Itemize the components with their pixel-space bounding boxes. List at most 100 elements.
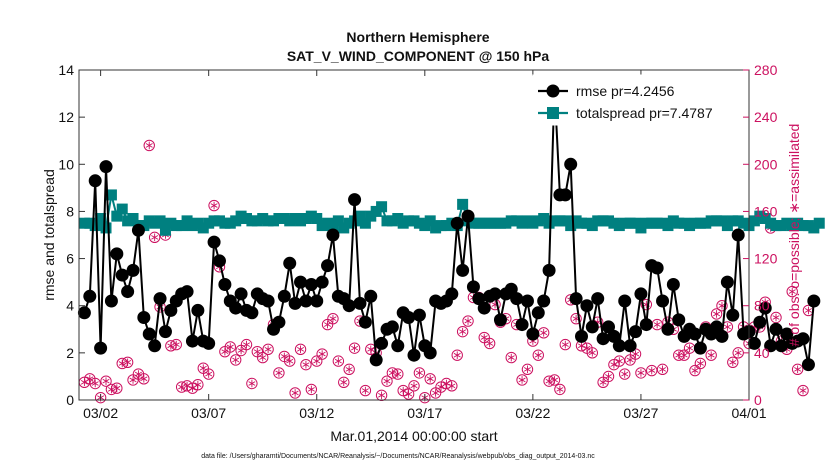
obs-assimilated-marker [734, 349, 742, 357]
obs-assimilated-marker [550, 376, 558, 384]
obs-possible-marker [332, 355, 345, 367]
rmse-point [456, 263, 470, 277]
rmse-point [472, 292, 486, 306]
obs-assimilated-marker [253, 347, 261, 356]
legend-rmse-label: rmse pr=4.2456 [576, 83, 675, 99]
obs-assimilated-marker [432, 389, 440, 397]
obs-possible-marker [289, 387, 301, 399]
obs-assimilated-marker [399, 386, 407, 395]
rmse-point [585, 320, 599, 334]
obs-possible-marker [797, 384, 809, 397]
obs-assimilated-marker [448, 382, 456, 390]
totalspread-point [376, 201, 388, 213]
obs-assimilated-marker [297, 345, 305, 354]
obs-assimilated-marker [145, 141, 153, 150]
obs-possible-marker [586, 347, 599, 359]
obs-possible-marker [224, 341, 236, 353]
totalspread-point [111, 210, 123, 222]
obs-possible-marker [424, 373, 436, 385]
obs-assimilated-marker [605, 372, 613, 381]
obs-assimilated-marker [707, 351, 715, 360]
obs-assimilated-marker [632, 350, 640, 358]
obs-assimilated-marker [480, 333, 488, 342]
obs-possible-marker [619, 368, 631, 380]
obs-assimilated-marker [194, 380, 202, 389]
y-axis-left-label: rmse and totalspread [41, 169, 57, 301]
rmse-point [277, 289, 291, 303]
obs-assimilated-marker [199, 364, 207, 372]
y-axis-right-label: # of obs: o=possible; ∗=assimilated [786, 124, 802, 347]
rmse-point [618, 294, 632, 308]
obs-assimilated-marker [134, 370, 142, 378]
obs-assimilated-marker [659, 365, 667, 374]
obs-possible-marker [202, 368, 215, 380]
obs-assimilated-marker [102, 377, 110, 385]
obs-possible-marker [656, 363, 669, 376]
y-left-tick-label: 4 [66, 298, 74, 314]
chart-title: Northern Hemisphere [346, 29, 489, 45]
rmse-point [477, 301, 491, 315]
obs-assimilated-marker [340, 378, 348, 387]
legend-totalspread-label: totalspread pr=7.4787 [576, 105, 713, 121]
rmse-point [710, 320, 724, 334]
obs-assimilated-marker [599, 378, 607, 387]
obs-possible-marker [602, 370, 615, 383]
y-left-tick-label: 12 [58, 109, 74, 125]
rmse-point [423, 346, 437, 360]
rmse-point [466, 280, 480, 294]
rmse-point [580, 299, 594, 313]
obs-assimilated-marker [383, 377, 391, 385]
rmse-point [110, 247, 124, 261]
rmse-point [461, 209, 475, 223]
obs-assimilated-marker [442, 379, 450, 388]
x-tick-label: 03/27 [623, 405, 658, 421]
obs-assimilated-marker [415, 369, 423, 377]
obs-assimilated-marker [367, 345, 375, 354]
y-left-tick-label: 10 [58, 156, 74, 172]
rmse-point [542, 263, 556, 277]
obs-assimilated-marker [221, 347, 229, 356]
rmse-point [796, 332, 810, 346]
rmse-point [753, 315, 767, 329]
obs-assimilated-marker [291, 389, 299, 397]
obs-possible-marker [316, 348, 328, 360]
x-axis-label: Mar.01,2014 00:00:00 start [330, 428, 497, 444]
obs-assimilated-marker [713, 310, 721, 318]
obs-possible-marker [240, 338, 253, 351]
y-left-tick-label: 6 [66, 251, 74, 267]
obs-possible-marker [143, 139, 155, 152]
rmse-point [391, 339, 405, 353]
obs-assimilated-marker [615, 357, 623, 365]
rmse-point [504, 282, 518, 296]
obs-possible-marker [710, 308, 723, 320]
obs-assimilated-marker [626, 356, 634, 364]
obs-assimilated-marker [248, 379, 256, 388]
obs-assimilated-marker [188, 384, 196, 393]
obs-possible-marker [294, 343, 307, 356]
rmse-point [121, 285, 135, 299]
obs-assimilated-marker [394, 370, 402, 378]
rmse-point [634, 287, 648, 301]
obs-assimilated-marker [118, 359, 126, 368]
rmse-point [807, 294, 821, 308]
obs-possible-marker [208, 199, 220, 212]
obs-assimilated-marker [540, 329, 548, 337]
rmse-point [596, 332, 610, 346]
obs-possible-marker [635, 367, 647, 379]
rmse-point [304, 278, 318, 291]
obs-possible-marker [694, 357, 707, 370]
obs-assimilated-marker [275, 369, 283, 377]
obs-possible-marker [791, 363, 804, 376]
x-tick-label: 03/02 [83, 405, 118, 421]
obs-assimilated-marker [242, 340, 251, 349]
rmse-point [272, 315, 286, 329]
legend-box [532, 74, 743, 126]
rmse-point [661, 322, 675, 336]
totalspread-point [311, 213, 323, 224]
totalspread-point [105, 189, 117, 201]
y-right-tick-label: 280 [754, 62, 778, 78]
obs-possible-marker [359, 384, 372, 397]
obs-possible-marker [305, 383, 318, 396]
totalspread-point [457, 198, 469, 210]
obs-possible-marker [640, 298, 653, 311]
